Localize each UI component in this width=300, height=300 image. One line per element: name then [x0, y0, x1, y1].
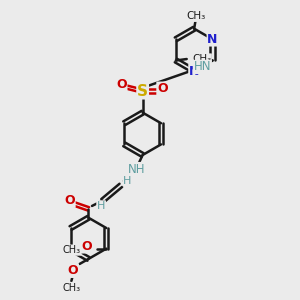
- Text: CH₃: CH₃: [192, 54, 211, 64]
- Text: CH₃: CH₃: [63, 245, 81, 255]
- Text: H: H: [97, 201, 105, 211]
- Text: O: O: [157, 82, 168, 95]
- Text: O: O: [81, 240, 92, 253]
- Text: N: N: [207, 33, 218, 46]
- Text: O: O: [116, 78, 127, 91]
- Text: S: S: [137, 84, 148, 99]
- Text: O: O: [64, 194, 75, 207]
- Text: CH₃: CH₃: [186, 11, 205, 21]
- Text: HN: HN: [194, 61, 211, 74]
- Text: O: O: [68, 264, 78, 277]
- Text: N: N: [189, 64, 200, 78]
- Text: CH₃: CH₃: [62, 283, 80, 292]
- Text: H: H: [123, 176, 131, 186]
- Text: NH: NH: [128, 163, 145, 176]
